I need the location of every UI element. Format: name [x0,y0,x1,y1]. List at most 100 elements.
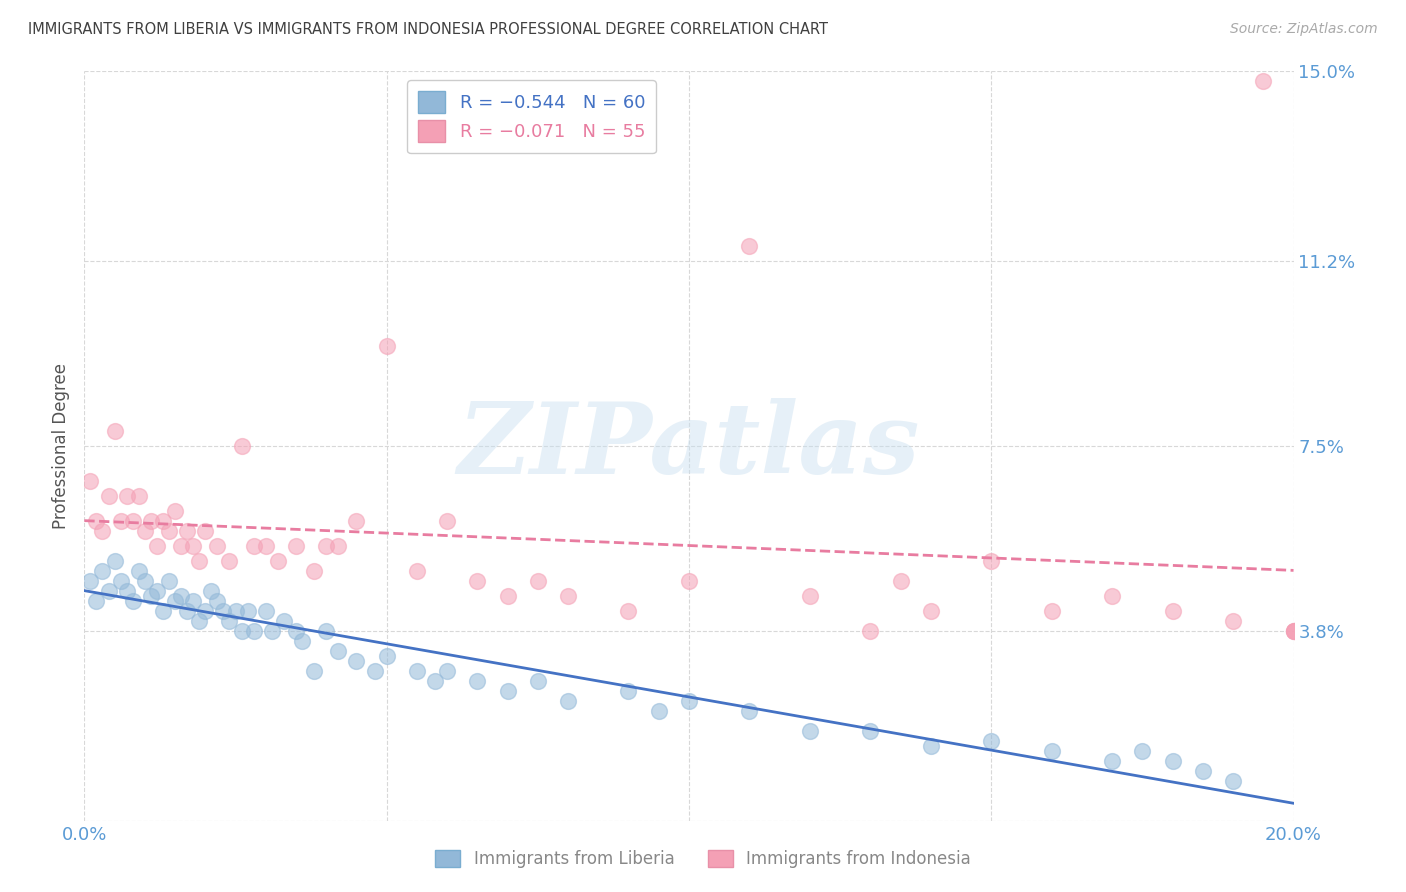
Point [890,574,912,588]
Point [267,554,290,568]
Point [152,514,174,528]
Point [79,574,101,588]
Point [285,539,308,553]
Point [254,539,277,553]
Point [212,604,235,618]
Point [110,514,132,528]
Point [920,739,942,753]
Text: ZIPatlas: ZIPatlas [458,398,920,494]
Point [91,564,114,578]
Point [225,604,247,618]
Point [194,524,217,538]
Point [194,604,217,618]
Point [467,574,489,588]
Point [980,733,1002,747]
Y-axis label: Professional Degree: Professional Degree [52,363,70,529]
Point [97,489,120,503]
Point [617,604,640,618]
Point [346,654,368,668]
Point [207,539,229,553]
Point [1222,773,1244,788]
Point [1040,604,1063,618]
Point [436,664,458,678]
Point [139,589,162,603]
Point [406,564,429,578]
Point [170,539,193,553]
Point [496,589,519,603]
Point [527,673,550,688]
Point [328,539,350,553]
Point [1130,744,1153,758]
Point [181,539,204,553]
Point [115,583,138,598]
Point [1253,74,1275,88]
Point [79,474,101,488]
Point [1282,624,1305,638]
Point [165,594,187,608]
Point [527,574,550,588]
Point [128,564,150,578]
Point [236,604,259,618]
Point [799,723,821,738]
Point [146,539,169,553]
Point [218,614,240,628]
Point [200,583,222,598]
Point [302,664,325,678]
Point [285,624,308,638]
Point [231,624,253,638]
Point [231,439,253,453]
Point [436,514,458,528]
Point [375,648,398,663]
Point [315,624,337,638]
Point [134,574,156,588]
Point [291,633,314,648]
Point [363,664,385,678]
Point [557,694,579,708]
Point [242,539,264,553]
Point [1040,744,1063,758]
Point [91,524,114,538]
Point [146,583,169,598]
Point [134,524,156,538]
Point [859,624,882,638]
Point [799,589,821,603]
Point [302,564,325,578]
Point [328,644,350,658]
Point [86,514,108,528]
Point [1282,624,1305,638]
Point [273,614,295,628]
Point [176,604,198,618]
Point [260,624,283,638]
Point [181,594,204,608]
Point [1222,614,1244,628]
Point [375,339,398,353]
Point [678,574,700,588]
Point [496,683,519,698]
Point [1161,604,1184,618]
Point [1101,754,1123,768]
Point [104,554,127,568]
Text: Source: ZipAtlas.com: Source: ZipAtlas.com [1230,22,1378,37]
Point [467,673,489,688]
Point [1192,764,1215,778]
Legend: R = −0.544   N = 60, R = −0.071   N = 55: R = −0.544 N = 60, R = −0.071 N = 55 [408,80,657,153]
Point [188,614,211,628]
Point [165,504,187,518]
Point [188,554,211,568]
Point [152,604,174,618]
Point [110,574,132,588]
Point [115,489,138,503]
Point [315,539,337,553]
Point [648,704,671,718]
Point [242,624,264,638]
Point [1282,624,1305,638]
Point [346,514,368,528]
Point [254,604,277,618]
Point [557,589,579,603]
Point [1101,589,1123,603]
Point [104,424,127,438]
Point [218,554,240,568]
Point [738,239,761,253]
Point [157,524,180,538]
Point [157,574,180,588]
